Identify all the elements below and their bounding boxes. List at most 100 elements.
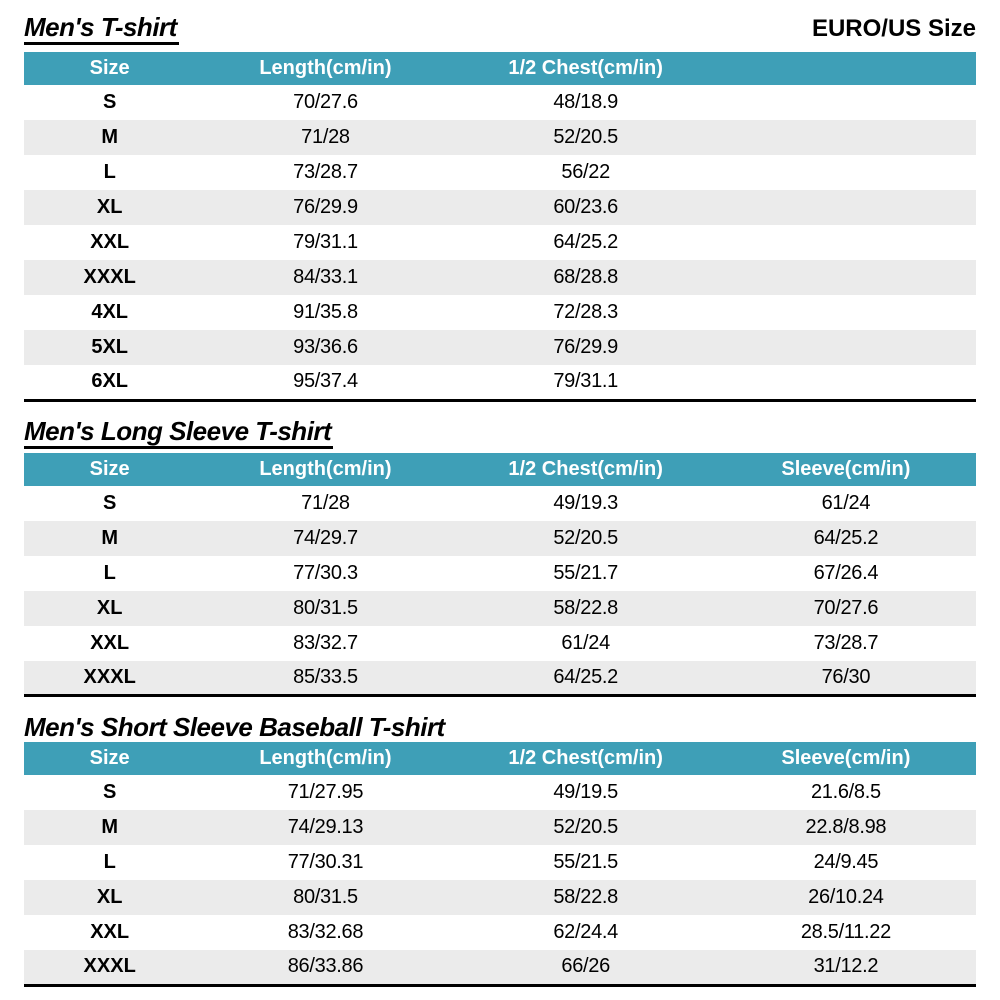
value-cell: 68/28.8 xyxy=(455,260,716,295)
title-row-3: Men's Short Sleeve Baseball T-shirt xyxy=(24,713,976,742)
value-cell: 55/21.5 xyxy=(553,851,618,873)
value-cell: 60/23.6 xyxy=(455,190,716,225)
value-cell: 70/27.6 xyxy=(715,590,976,626)
size-cell: XXXL xyxy=(24,950,196,985)
table-row: XL 80/31.5 58/22.8 26/10.24 xyxy=(24,880,976,915)
value-cell: 91/35.8 xyxy=(293,301,358,323)
size-cell: S xyxy=(103,491,117,514)
value-cell: 72/28.3 xyxy=(553,301,618,323)
table-row: M 74/29.13 52/20.5 22.8/8.98 xyxy=(24,810,976,845)
table-row: XXL 79/31.1 64/25.2 xyxy=(24,225,976,260)
value-cell: 58/22.8 xyxy=(455,880,716,915)
value-cell: 85/33.5 xyxy=(195,660,456,696)
section-mens-tshirt: Men's T-shirt EURO/US Size Size Length(cm… xyxy=(24,13,976,402)
value-cell: 86/33.86 xyxy=(195,950,456,985)
value-cell: 64/25.2 xyxy=(455,660,716,696)
size-cell: XL xyxy=(24,880,196,915)
value-cell: 49/19.3 xyxy=(553,491,618,514)
value-cell: 55/21.7 xyxy=(553,561,618,584)
table-title-mens-tshirt: Men's T-shirt xyxy=(24,13,179,45)
column-header xyxy=(715,52,976,85)
value-cell: 48/18.9 xyxy=(553,91,618,113)
table-row: M 71/28 52/20.5 xyxy=(24,120,976,155)
column-header: Size xyxy=(24,52,196,85)
table-row: XXXL 84/33.1 68/28.8 xyxy=(24,260,976,295)
value-cell xyxy=(715,260,976,295)
table-title-mens-long-sleeve-tshirt: Men's Long Sleeve T-shirt xyxy=(24,417,334,449)
column-header: 1/2 Chest(cm/in) xyxy=(455,452,716,486)
table-row: XXXL 85/33.5 64/25.2 76/30 xyxy=(24,660,976,696)
value-cell: 26/10.24 xyxy=(715,880,976,915)
mens-short-sleeve-baseball-tshirt-table: Size Length(cm/in) 1/2 Chest(cm/in) Sleeve(… xyxy=(24,742,976,987)
value-cell: 28.5/11.22 xyxy=(800,921,891,943)
value-cell: 61/24 xyxy=(561,631,610,654)
value-cell: 70/27.6 xyxy=(293,91,358,113)
value-cell: 52/20.5 xyxy=(455,810,716,845)
size-cell: XL xyxy=(24,590,196,626)
table-row: S 70/27.6 48/18.9 xyxy=(24,85,976,120)
size-cell: XXL xyxy=(90,631,130,654)
value-cell: 74/29.13 xyxy=(195,810,456,845)
value-cell: 79/31.1 xyxy=(553,370,618,393)
size-cell: M xyxy=(24,120,196,155)
value-cell: 76/29.9 xyxy=(455,330,716,365)
value-cell xyxy=(716,225,976,260)
column-header: Length(cm/in) xyxy=(195,452,456,486)
column-header: Sleeve(cm/in) xyxy=(715,742,976,775)
column-header: Size xyxy=(24,742,196,775)
value-cell: 56/22 xyxy=(561,161,610,183)
table-row: XL 80/31.5 58/22.8 70/27.6 xyxy=(24,590,976,626)
value-cell xyxy=(716,295,976,330)
value-cell: 62/24.4 xyxy=(553,921,618,943)
value-cell: 71/28 xyxy=(195,120,456,155)
size-cell: XL xyxy=(24,190,196,225)
value-cell: 31/12.2 xyxy=(715,950,976,985)
value-cell: 61/24 xyxy=(821,491,871,514)
value-cell: 73/28.7 xyxy=(293,161,358,183)
value-cell: 66/26 xyxy=(455,950,716,985)
value-cell: 93/36.6 xyxy=(195,330,456,365)
size-cell: S xyxy=(103,781,117,803)
size-cell: S xyxy=(103,91,117,113)
value-cell xyxy=(716,85,976,120)
table-body: S 70/27.6 48/18.9 M 71/28 52/20.5 L 73/28.7 56/2… xyxy=(24,85,976,400)
value-cell: 58/22.8 xyxy=(455,590,716,626)
value-cell: 80/31.5 xyxy=(195,590,456,626)
table-row: 5XL 93/36.6 76/29.9 xyxy=(24,330,976,365)
mens-long-sleeve-tshirt-table: Size Length(cm/in) 1/2 Chest(cm/in) Sleeve(… xyxy=(24,452,976,697)
column-header: Sleeve(cm/in) xyxy=(715,452,976,486)
value-cell: 49/19.5 xyxy=(553,781,618,803)
value-cell: 74/29.7 xyxy=(195,520,456,556)
value-cell: 73/28.7 xyxy=(813,631,879,654)
value-cell: 79/31.1 xyxy=(293,231,358,253)
value-cell: 83/32.68 xyxy=(287,921,364,943)
size-cell: L xyxy=(103,561,116,584)
table-row: S 71/28 49/19.3 61/24 xyxy=(24,486,976,521)
column-header: 1/2 Chest(cm/in) xyxy=(455,742,716,775)
table-row: XXL 83/32.7 61/24 73/28.7 xyxy=(24,626,976,661)
size-cell: XXL xyxy=(90,921,130,943)
table-title-mens-short-sleeve-baseball-tshirt: Men's Short Sleeve Baseball T-shirt xyxy=(24,712,445,742)
value-cell: 76/29.9 xyxy=(195,190,456,225)
size-cell: XXXL xyxy=(24,260,196,295)
value-cell: 83/32.7 xyxy=(293,631,358,654)
mens-tshirt-table: Size Length(cm/in) 1/2 Chest(cm/in) S 70/27… xyxy=(24,52,976,402)
title-row-1: Men's T-shirt EURO/US Size xyxy=(24,13,976,45)
table-row: M 74/29.7 52/20.5 64/25.2 xyxy=(24,520,976,556)
size-cell: 4XL xyxy=(91,301,129,323)
value-cell xyxy=(715,120,976,155)
size-cell: L xyxy=(103,161,116,183)
value-cell: 52/20.5 xyxy=(455,120,716,155)
value-cell: 84/33.1 xyxy=(195,260,456,295)
size-cell: XXL xyxy=(90,231,130,253)
value-cell: 64/25.2 xyxy=(553,231,618,253)
value-cell: 71/27.95 xyxy=(287,781,364,803)
size-cell: XXXL xyxy=(24,660,196,696)
value-cell: 22.8/8.98 xyxy=(715,810,976,845)
title-row-2: Men's Long Sleeve T-shirt xyxy=(24,417,976,449)
value-cell: 64/25.2 xyxy=(715,520,976,556)
table-row: XL 76/29.9 60/23.6 xyxy=(24,190,976,225)
table-row: L 77/30.31 55/21.5 24/9.45 xyxy=(24,845,976,880)
value-cell: 95/37.4 xyxy=(293,370,358,393)
section-mens-long-sleeve-tshirt: Men's Long Sleeve T-shirt Size Length(cm/… xyxy=(24,417,976,697)
